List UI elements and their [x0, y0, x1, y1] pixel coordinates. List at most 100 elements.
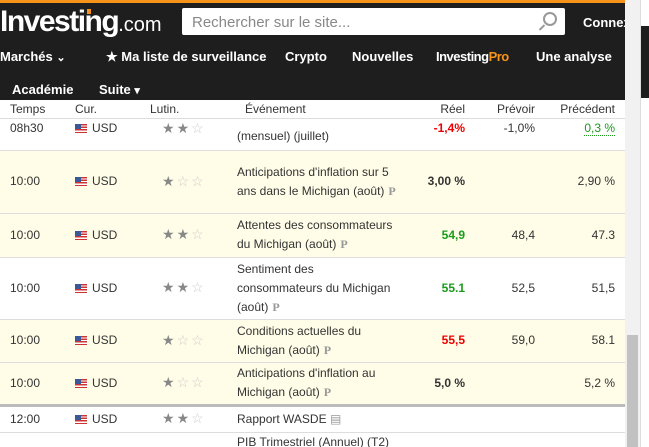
col-event[interactable]: Événement	[235, 100, 410, 119]
star-icon: ☆	[176, 331, 192, 348]
importance	[140, 432, 235, 447]
preliminary-icon: P	[388, 183, 396, 198]
star-icon: ☆	[191, 119, 206, 136]
actual-value	[410, 432, 475, 447]
importance: ★★☆	[140, 118, 235, 151]
table-row[interactable]: PIB Trimestriel (Annuel) (T2)	[0, 432, 625, 447]
importance: ★☆☆	[140, 319, 235, 363]
actual-value: 55.1	[410, 257, 475, 320]
event-name[interactable]: Anticipations d'inflation au Michigan (a…	[235, 362, 410, 407]
event-name[interactable]: PIB Trimestriel (Annuel) (T2)	[235, 432, 410, 447]
table-row[interactable]: 10:00 USD ★☆☆ Anticipations d'inflation …	[0, 362, 625, 407]
previous-value: 51,5	[545, 257, 625, 320]
forecast-value: -1,0%	[475, 118, 545, 151]
currency: USD	[65, 257, 140, 320]
search-icon[interactable]	[543, 12, 557, 26]
event-time: 08h30	[0, 118, 65, 151]
star-icon: ☆	[191, 374, 206, 390]
nav-more[interactable]: Suite ▾	[99, 82, 140, 97]
actual-value: -1,4%	[410, 118, 475, 151]
table-row[interactable]: 10:00 USD ★★☆ Sentiment des consommateur…	[0, 257, 625, 320]
currency	[65, 432, 140, 447]
preliminary-icon: P	[323, 385, 332, 399]
forecast-value	[475, 362, 545, 407]
us-flag-icon	[75, 414, 87, 424]
previous-value: 5,2 %	[545, 362, 625, 407]
col-importance[interactable]: Lutin.	[140, 100, 235, 119]
event-name[interactable]: (mensuel) (juillet)	[235, 118, 410, 151]
background-window	[640, 0, 649, 447]
col-forecast[interactable]: Prévoir	[475, 100, 545, 119]
us-flag-icon	[75, 336, 87, 345]
login-link[interactable]: Connex	[583, 15, 625, 30]
importance: ★★☆	[140, 257, 235, 320]
table-row[interactable]: 10:00 USD ★☆☆ Anticipations d'inflation …	[0, 150, 625, 214]
scrollbar[interactable]	[625, 0, 640, 447]
event-time: 10:00	[0, 257, 65, 320]
report-icon: ▤	[329, 411, 342, 426]
currency: USD	[65, 405, 140, 433]
forecast-value	[475, 150, 545, 214]
event-name[interactable]: Anticipations d'inflation sur 5 ans dans…	[235, 150, 410, 214]
event-name[interactable]: Attentes des consommateurs du Michigan (…	[235, 213, 410, 258]
us-flag-icon	[75, 230, 87, 240]
star-icon: ★	[176, 226, 192, 242]
star-icon: ☆	[191, 331, 206, 348]
nav-investingpro[interactable]: InvestingPro	[436, 49, 509, 64]
col-actual[interactable]: Réel	[410, 100, 475, 119]
event-name[interactable]: Rapport WASDE ▤	[235, 405, 410, 433]
star-icon: ☆	[191, 172, 206, 189]
actual-value: 54,9	[410, 213, 475, 258]
importance: ★★☆	[140, 213, 235, 258]
table-row[interactable]: 08h30 USD ★★☆ (mensuel) (juillet) -1,4% …	[0, 118, 625, 151]
scrollbar-thumb[interactable]	[627, 335, 638, 447]
table-row[interactable]: 10:00 USD ★★☆ Attentes des consommateurs…	[0, 213, 625, 258]
previous-value	[545, 405, 625, 433]
logo[interactable]: Investing.com	[0, 5, 162, 38]
previous-value: 0,3 %	[545, 118, 625, 151]
star-icon: ☆	[176, 172, 192, 189]
table-row[interactable]: 10:00 USD ★☆☆ Conditions actuelles du Mi…	[0, 319, 625, 363]
site-header: Investing.com Rechercher sur le site... …	[0, 0, 625, 100]
nav-watchlist[interactable]: ★ Ma liste de surveillance	[106, 49, 267, 64]
col-time[interactable]: Temps	[0, 100, 65, 119]
star-icon: ★	[176, 279, 192, 295]
currency: USD	[65, 150, 140, 214]
chevron-down-icon: ⌄	[56, 52, 66, 64]
actual-value: 55,5	[410, 319, 475, 363]
nav-news[interactable]: Nouvelles	[352, 49, 414, 64]
actual-value: 3,00 %	[410, 150, 475, 214]
col-previous[interactable]: Précédent	[545, 100, 625, 119]
nav-crypto[interactable]: Crypto	[285, 49, 327, 64]
importance: ★★☆	[140, 405, 235, 433]
importance: ★☆☆	[140, 362, 235, 407]
currency: USD	[65, 319, 140, 363]
actual-value	[410, 405, 475, 433]
event-name[interactable]: Conditions actuelles du Michigan (août) P	[235, 319, 410, 363]
event-time: 10:00	[0, 362, 65, 407]
us-flag-icon	[75, 123, 87, 133]
previous-value: 47.3	[545, 213, 625, 258]
star-icon: ☆	[191, 226, 206, 242]
star-icon: ★	[162, 119, 177, 136]
col-currency[interactable]: Cur.	[65, 100, 140, 119]
nav-markets[interactable]: Marchés ⌄	[0, 49, 66, 64]
table-row[interactable]: 12:00 USD ★★☆ Rapport WASDE ▤	[0, 405, 625, 433]
forecast-value: 59,0	[475, 319, 545, 363]
star-icon: ★	[162, 226, 177, 242]
table-header: Temps Cur. Lutin. Événement Réel Prévoir…	[0, 100, 625, 119]
forecast-value	[475, 405, 545, 433]
search-input[interactable]: Rechercher sur le site...	[182, 8, 565, 35]
nav-academy[interactable]: Académie	[12, 82, 74, 97]
currency: USD	[65, 118, 140, 151]
star-icon: ★	[162, 279, 177, 295]
previous-value	[545, 432, 625, 447]
previous-value: 58.1	[545, 319, 625, 363]
preliminary-icon: P	[272, 299, 280, 314]
forecast-value: 48,4	[475, 213, 545, 258]
star-icon: ★	[106, 49, 122, 64]
previous-value: 2,90 %	[545, 150, 625, 214]
event-name[interactable]: Sentiment des consommateurs du Michigan …	[235, 257, 410, 320]
actual-value: 5,0 %	[410, 362, 475, 407]
nav-analysis[interactable]: Une analyse	[536, 49, 612, 64]
